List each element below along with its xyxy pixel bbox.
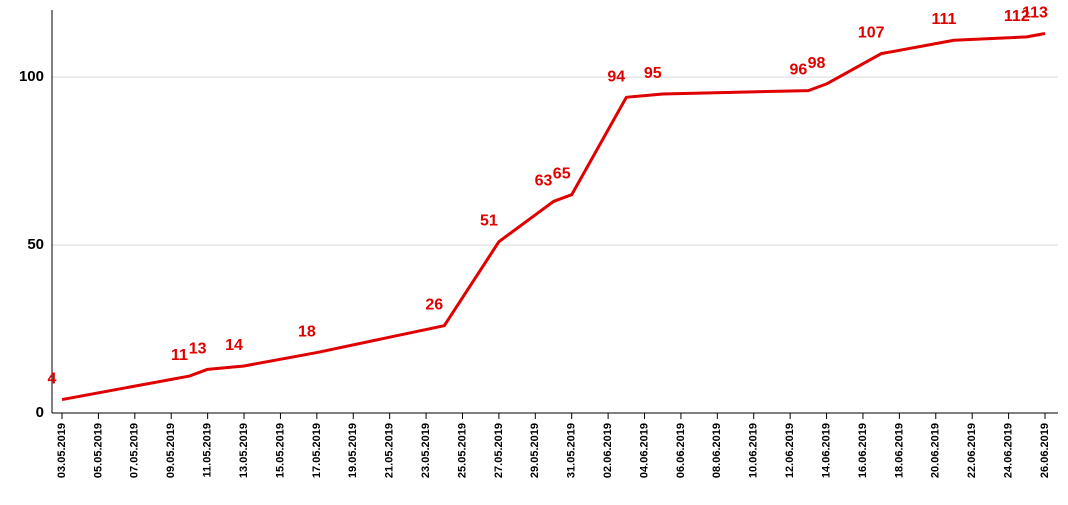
x-tick-label: 05.05.2019 xyxy=(92,423,104,478)
x-tick-label: 19.05.2019 xyxy=(347,423,359,478)
data-label: 65 xyxy=(553,166,571,183)
data-label: 95 xyxy=(644,65,662,82)
x-tick-label: 11.05.2019 xyxy=(202,423,214,477)
data-label: 18 xyxy=(298,324,316,341)
x-tick-label: 10.06.2019 xyxy=(748,423,760,478)
y-tick-label: 100 xyxy=(19,68,44,85)
x-tick-label: 12.06.2019 xyxy=(784,423,796,478)
x-tick-label: 14.06.2019 xyxy=(820,423,832,478)
x-tick-label: 29.05.2019 xyxy=(529,423,541,478)
x-tick-label: 25.05.2019 xyxy=(456,423,468,478)
x-tick-label: 27.05.2019 xyxy=(493,423,505,478)
x-tick-label: 08.06.2019 xyxy=(711,423,723,478)
x-tick-label: 15.05.2019 xyxy=(274,423,286,478)
x-tick-label: 07.05.2019 xyxy=(129,423,141,478)
data-label: 98 xyxy=(808,55,826,72)
x-tick-label: 17.05.2019 xyxy=(311,423,323,478)
x-tick-label: 04.06.2019 xyxy=(638,423,650,478)
x-tick-label: 31.05.2019 xyxy=(566,423,578,478)
x-tick-label: 13.05.2019 xyxy=(238,423,250,478)
y-tick-label: 0 xyxy=(36,404,44,421)
x-tick-label: 09.05.2019 xyxy=(165,423,177,478)
x-tick-label: 26.06.2019 xyxy=(1039,423,1051,478)
x-tick-label: 18.06.2019 xyxy=(893,423,905,478)
x-tick-label: 06.06.2019 xyxy=(675,423,687,478)
data-label: 14 xyxy=(225,337,243,354)
data-label: 4 xyxy=(48,371,57,388)
x-tick-label: 23.05.2019 xyxy=(420,423,432,478)
x-tick-label: 22.06.2019 xyxy=(966,423,978,478)
y-tick-label: 50 xyxy=(27,236,44,253)
x-tick-label: 16.06.2019 xyxy=(857,423,869,478)
data-label: 13 xyxy=(189,340,207,357)
data-label: 26 xyxy=(425,297,443,314)
data-label: 63 xyxy=(535,172,553,189)
data-label: 96 xyxy=(789,62,807,79)
data-label: 11 xyxy=(171,347,188,364)
x-tick-label: 20.06.2019 xyxy=(930,423,942,478)
data-label: 51 xyxy=(480,213,498,230)
data-label: 113 xyxy=(1022,5,1048,22)
data-label: 111 xyxy=(932,11,957,28)
data-label: 94 xyxy=(607,68,625,85)
x-tick-label: 03.05.2019 xyxy=(56,423,68,478)
x-tick-label: 24.06.2019 xyxy=(1002,423,1014,478)
x-tick-label: 02.06.2019 xyxy=(602,423,614,478)
data-label: 107 xyxy=(858,25,885,42)
line xyxy=(61,32,1046,402)
data-label: 112 xyxy=(1004,8,1030,25)
x-tick-label: 21.05.2019 xyxy=(384,423,396,478)
